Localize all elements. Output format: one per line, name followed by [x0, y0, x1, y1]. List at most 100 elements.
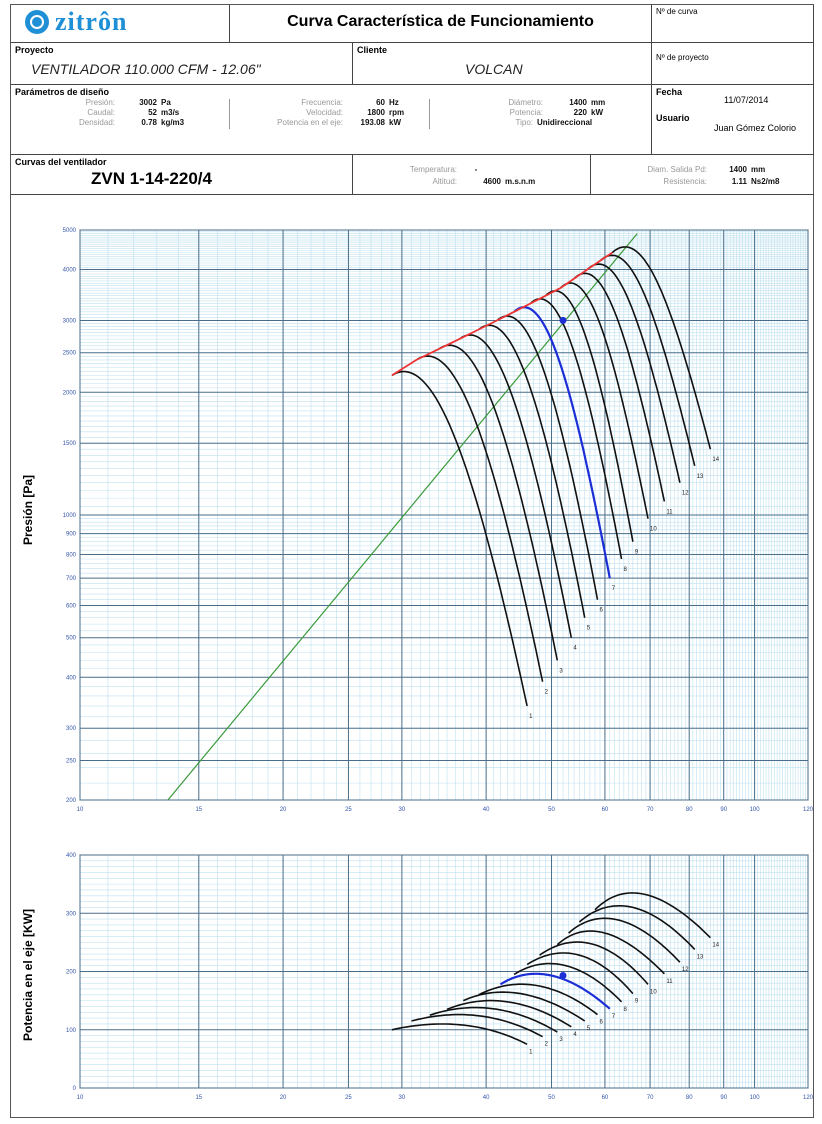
potencia-value: 220: [573, 108, 587, 117]
presion-unit: Pa: [161, 98, 171, 107]
fan-curves-label: Curvas del ventilador: [15, 157, 107, 167]
user-value: Juan Gómez Colorio: [714, 123, 797, 133]
project-no-label: Nº de proyecto: [656, 53, 709, 62]
potencia-label: Potencia:: [509, 108, 543, 117]
caudal-unit: m3/s: [161, 108, 180, 117]
logo-cell: zitrôn: [11, 5, 230, 43]
pressure-y-tick-label: 500: [66, 636, 77, 642]
power-curve-label: 13: [697, 954, 704, 960]
pressure-curve-label: 13: [697, 474, 704, 480]
diam-salida-unit: mm: [751, 165, 766, 174]
power-x-tick-label: 120: [803, 1095, 814, 1101]
diametro-value: 1400: [569, 98, 587, 107]
divider: [229, 99, 230, 129]
caudal-value: 52: [148, 108, 157, 117]
pressure-y-tick-label: 250: [66, 758, 77, 764]
power-x-tick-label: 70: [647, 1095, 654, 1101]
power-x-tick-label: 20: [280, 1095, 287, 1101]
power-curve-3: [429, 1006, 558, 1033]
user-label: Usuario: [656, 113, 690, 123]
pressure-y-tick-label: 400: [66, 675, 77, 681]
project-no-cell: Nº de proyecto: [652, 43, 814, 85]
pressure-x-tick-label: 40: [483, 807, 490, 813]
velocidad-value: 1800: [367, 108, 385, 117]
pressure-curve-12: [586, 263, 681, 483]
pressure-curve-label: 6: [600, 608, 604, 614]
power-x-tick-label: 80: [686, 1095, 693, 1101]
power-curve-9: [526, 952, 634, 995]
pressure-x-tick-label: 60: [602, 807, 609, 813]
densidad-value: 0.78: [141, 118, 157, 127]
pressure-x-tick-label: 70: [647, 807, 654, 813]
pressure-x-tick-label: 100: [750, 807, 761, 813]
velocidad-unit: rpm: [389, 108, 405, 117]
title-cell: Curva Característica de Funcionamiento: [230, 5, 652, 43]
pressure-y-tick-label: 300: [66, 726, 77, 732]
pressure-curve-label: 2: [545, 690, 549, 696]
pressure-y-tick-label: 5000: [63, 228, 77, 234]
frecuencia-unit: Hz: [389, 98, 399, 107]
power-y-tick-label: 200: [66, 970, 77, 976]
pressure-curve-6: [496, 315, 599, 600]
diametro-label: Diámetro:: [508, 98, 543, 107]
system-curve-line: [167, 233, 638, 801]
power-y-tick-label: 0: [73, 1086, 77, 1092]
pressure-x-tick-label: 90: [720, 807, 727, 813]
power-curve-label: 3: [559, 1037, 563, 1043]
sheet-title: Curva Característica de Funcionamiento: [287, 13, 594, 30]
power-y-tick-label: 400: [66, 853, 77, 859]
ambient-cell: Temperatura: - Altitud: 4600 m.s.n.m: [353, 155, 591, 195]
zitron-logo-icon: [25, 10, 49, 34]
pressure-curve-label: 14: [712, 457, 719, 463]
altitud-label: Altitud:: [432, 177, 457, 186]
pressure-curve-9: [545, 290, 634, 542]
pressure-curve-2: [415, 355, 544, 682]
date-value: 11/07/2014: [724, 95, 769, 105]
pressure-curve-1: [391, 370, 528, 707]
power-curve-label: 4: [573, 1032, 577, 1038]
power-curve-4: [446, 999, 572, 1028]
power-curve-label: 7: [612, 1014, 616, 1020]
potencia-eje-value: 193.08: [360, 118, 385, 127]
presion-value: 3002: [139, 98, 157, 107]
pressure-x-tick-label: 20: [280, 807, 287, 813]
power-curve-11: [556, 930, 665, 975]
resistencia-value: 1.11: [731, 177, 747, 186]
diam-salida-value: 1400: [729, 165, 747, 174]
tipo-label: Tipo:: [515, 118, 534, 127]
pressure-curve-label: 7: [612, 586, 616, 592]
power-curve-label: 8: [624, 1007, 628, 1013]
power-curve-8: [513, 962, 623, 1003]
frecuencia-label: Frecuencia:: [301, 98, 343, 107]
pressure-y-tick-label: 200: [66, 798, 77, 804]
altitud-unit: m.s.n.m: [505, 177, 536, 186]
pressure-curve-label: 9: [635, 550, 639, 556]
diam-salida-label: Diam. Salida Pd:: [647, 165, 707, 174]
pressure-curve-14: [611, 246, 712, 450]
pressure-x-tick-label: 50: [548, 807, 555, 813]
power-x-tick-label: 90: [720, 1095, 727, 1101]
pressure-curve-label: 8: [624, 567, 628, 573]
pressure-y-tick-label: 2000: [63, 390, 77, 396]
power-curve-label: 12: [682, 967, 689, 973]
pressure-curve-label: 4: [573, 646, 577, 652]
resistencia-unit: Ns2/m8: [751, 177, 780, 186]
pressure-y-tick-label: 600: [66, 603, 77, 609]
pressure-y-tick-label: 3000: [63, 318, 77, 324]
pressure-y-tick-label: 700: [66, 576, 77, 582]
power-curve-6: [478, 983, 598, 1016]
pressure-x-tick-label: 120: [803, 807, 814, 813]
velocidad-label: Velocidad:: [306, 108, 343, 117]
power-operating-point: [559, 972, 567, 980]
temperatura-label: Temperatura:: [409, 165, 457, 174]
power-curve-1: [391, 1023, 528, 1046]
power-axis-label: Potencia en el eje [KW]: [21, 909, 35, 1041]
power-x-tick-label: 60: [602, 1095, 609, 1101]
pressure-x-tick-label: 30: [399, 807, 406, 813]
power-x-tick-label: 10: [77, 1095, 84, 1101]
potencia-unit: kW: [591, 108, 603, 117]
power-x-tick-label: 30: [399, 1095, 406, 1101]
pressure-y-tick-label: 4000: [63, 268, 77, 274]
pressure-curve-10: [559, 282, 649, 519]
